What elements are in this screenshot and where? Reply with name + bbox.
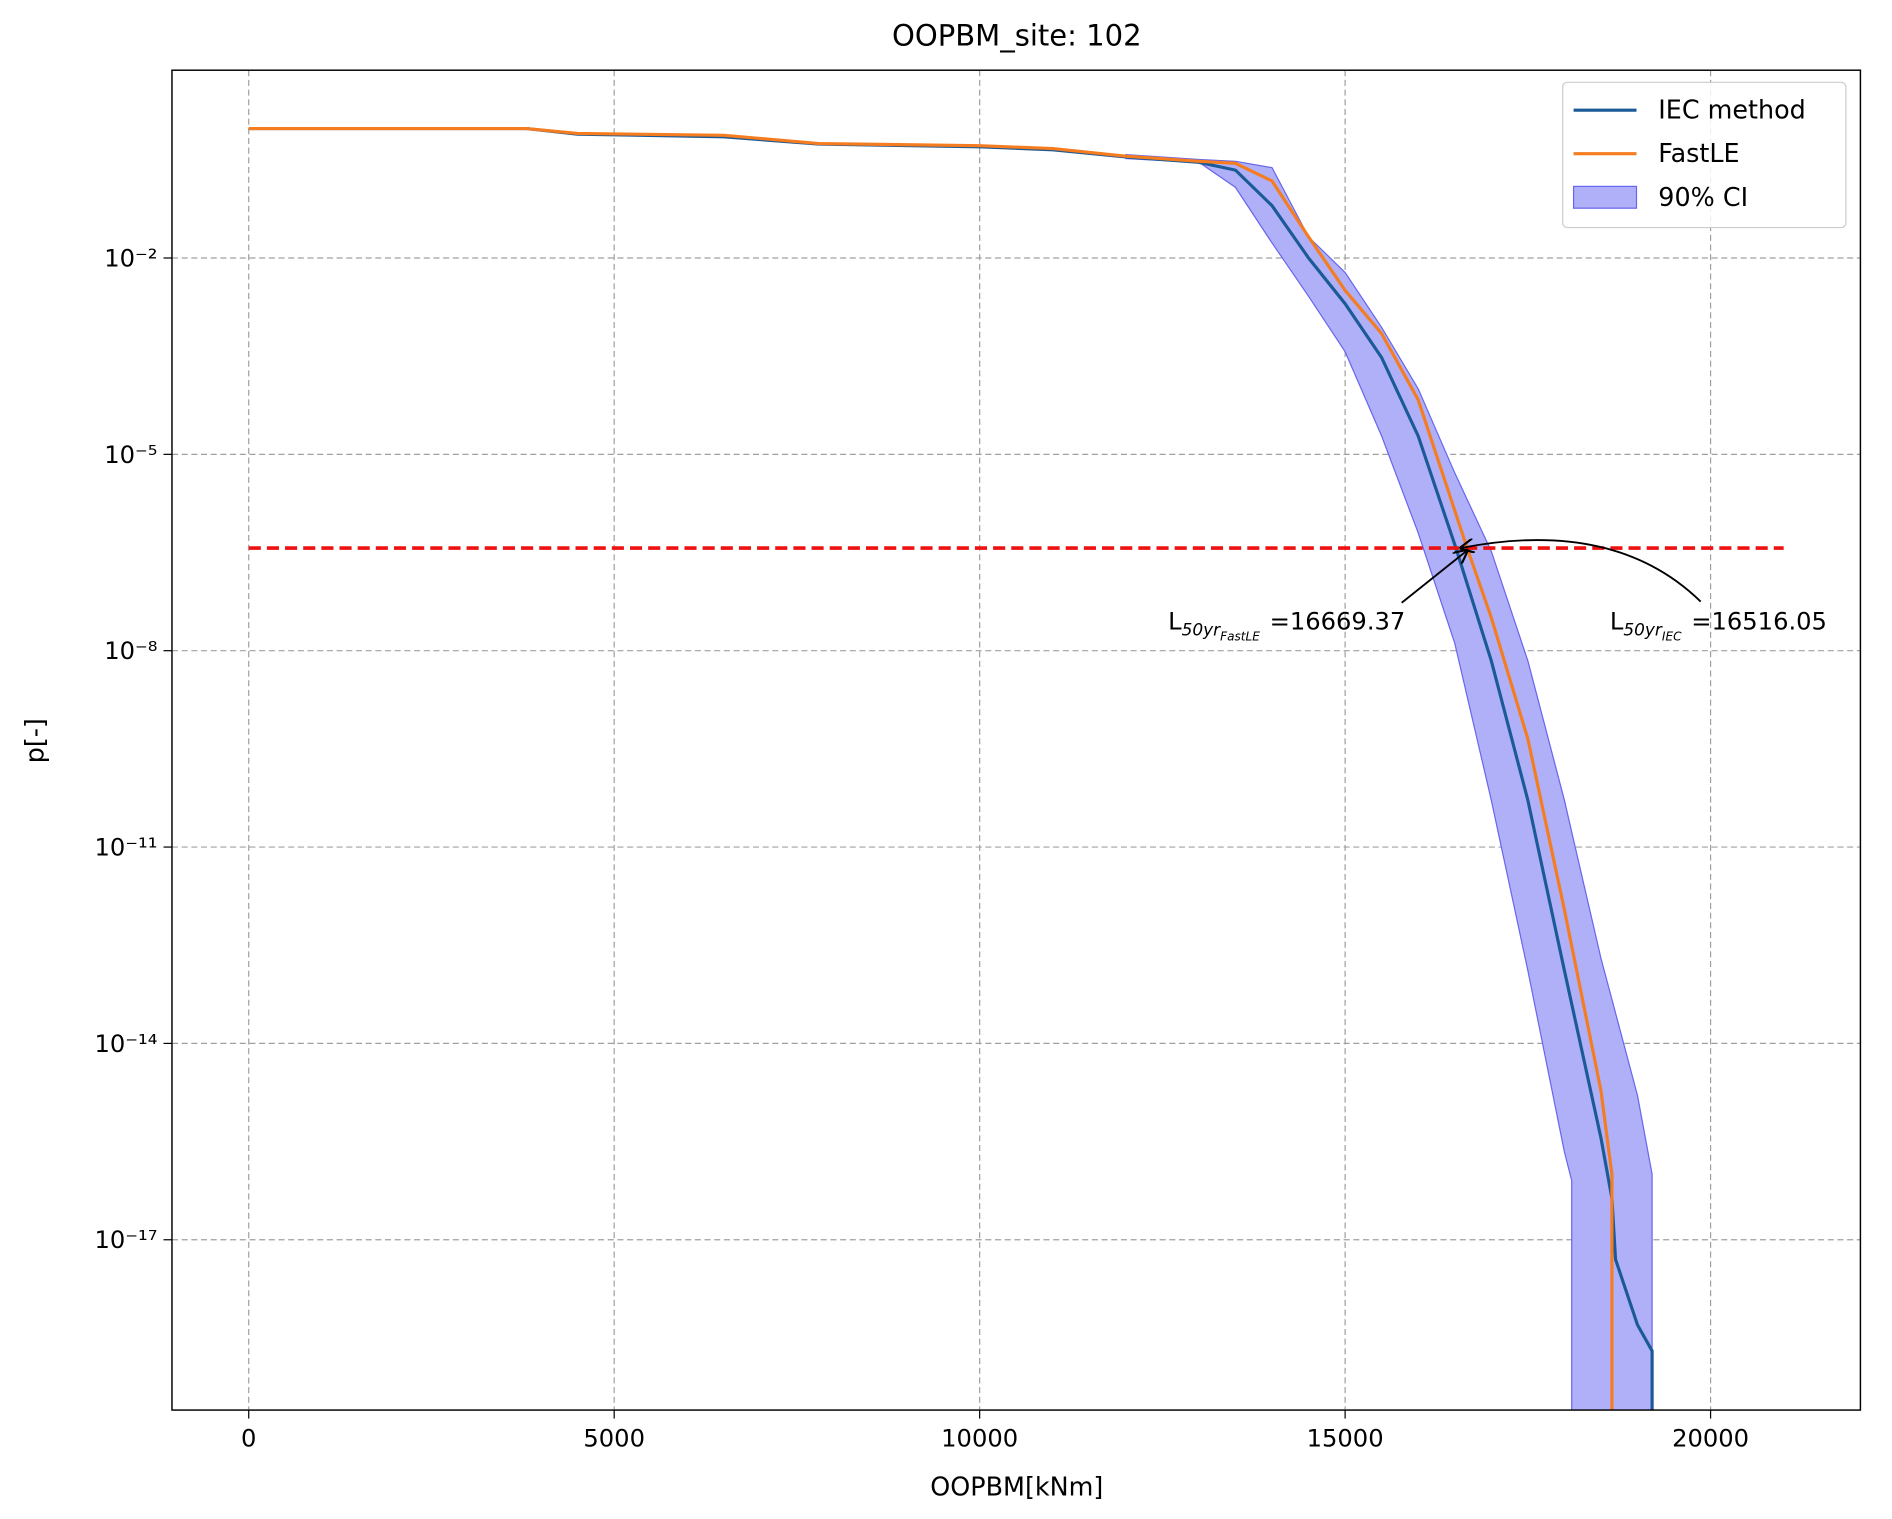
annotation-arrow xyxy=(1461,540,1702,603)
annotation-part: 50yr xyxy=(1182,619,1222,639)
x-tick-label: 15000 xyxy=(1307,1424,1384,1452)
chart-title: OOPBM_site: 102 xyxy=(892,19,1142,53)
x-tick-label: 20000 xyxy=(1672,1424,1749,1452)
annotation-part: L xyxy=(1168,607,1182,635)
y-tick-label: 10⁻⁸ xyxy=(104,637,157,665)
y-tick-label: 10⁻¹¹ xyxy=(95,834,158,862)
annotation-arrow xyxy=(1401,550,1467,604)
x-tick-label: 5000 xyxy=(583,1424,645,1452)
annotation: L50yrFastLE =16669.37 xyxy=(1168,607,1405,643)
legend-label: 90% CI xyxy=(1658,182,1748,212)
x-tick-label: 10000 xyxy=(941,1424,1018,1452)
y-tick-label: 10⁻⁵ xyxy=(104,441,157,469)
annotation-part: L xyxy=(1610,607,1624,635)
plot-area xyxy=(248,126,1654,1411)
y-tick-label: 10⁻¹⁷ xyxy=(95,1226,158,1254)
legend-label: FastLE xyxy=(1658,138,1739,168)
y-tick-label: 10⁻² xyxy=(104,244,157,272)
series-line xyxy=(248,126,1614,1411)
axes-frame xyxy=(171,69,1862,1411)
legend-label: IEC method xyxy=(1658,95,1805,125)
y-tick-label: 10⁻¹⁴ xyxy=(95,1030,158,1058)
annotation-part: IEC xyxy=(1662,629,1682,643)
annotation-part: =16669.37 xyxy=(1270,607,1406,635)
x-tick-label: 0 xyxy=(241,1424,256,1452)
y-axis-label: p[-] xyxy=(19,718,49,763)
annotation-part: FastLE xyxy=(1220,629,1260,643)
x-axis-label: OOPBM[kNm] xyxy=(930,1472,1103,1502)
annotation-part: 50yr xyxy=(1623,619,1663,639)
annotation-part: =16516.05 xyxy=(1691,607,1827,635)
legend-swatch xyxy=(1572,185,1638,209)
annotation: L50yrIEC =16516.05 xyxy=(1610,607,1827,643)
confidence-band xyxy=(1125,153,1653,1411)
